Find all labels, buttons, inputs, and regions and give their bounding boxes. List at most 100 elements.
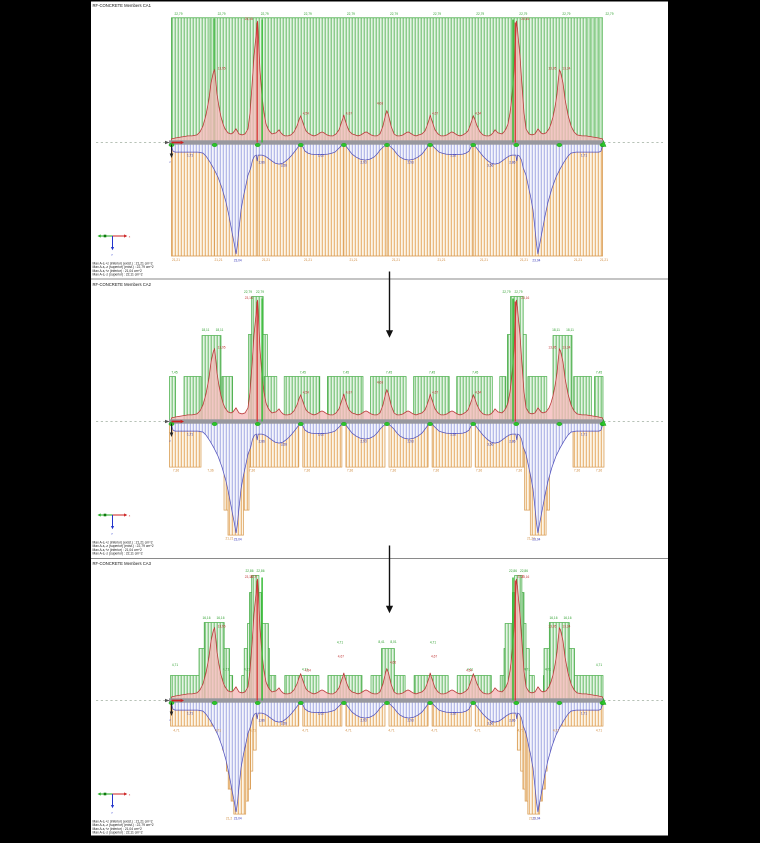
svg-text:4,66: 4,66	[390, 661, 396, 665]
svg-text:Max A-s,-z (superior) (exist.): Max A-s,-z (superior) (exist.) : 22,79 c…	[93, 823, 154, 827]
svg-text:4,71: 4,71	[302, 668, 308, 672]
svg-text:4,71: 4,71	[388, 729, 394, 733]
svg-text:4,71: 4,71	[250, 729, 256, 733]
svg-text:23,16: 23,16	[521, 575, 529, 579]
svg-text:13,95: 13,95	[218, 625, 226, 629]
svg-text:22,79: 22,79	[175, 12, 183, 16]
svg-text:22,79: 22,79	[515, 290, 523, 294]
svg-text:4,54: 4,54	[475, 112, 481, 116]
svg-text:8,41: 8,41	[378, 640, 384, 644]
svg-text:4,71: 4,71	[524, 668, 530, 672]
svg-text:3,56: 3,56	[487, 722, 493, 726]
svg-text:23,16: 23,16	[521, 296, 529, 300]
svg-text:2,86: 2,86	[509, 719, 515, 723]
svg-text:22,86: 22,86	[509, 569, 517, 573]
svg-text:7,45: 7,45	[429, 371, 435, 375]
svg-text:4,67: 4,67	[346, 112, 352, 116]
svg-text:4,71: 4,71	[545, 668, 551, 672]
svg-text:4,71: 4,71	[431, 729, 437, 733]
svg-text:8,01: 8,01	[390, 640, 396, 644]
svg-text:4,66: 4,66	[377, 381, 383, 385]
svg-text:7,45: 7,45	[386, 371, 392, 375]
svg-text:23,16: 23,16	[245, 296, 253, 300]
svg-text:4,54: 4,54	[466, 669, 472, 673]
svg-text:23,04: 23,04	[532, 538, 540, 542]
svg-text:4,71: 4,71	[337, 641, 343, 645]
svg-text:7,36: 7,36	[347, 469, 353, 473]
svg-text:21,21: 21,21	[520, 258, 528, 262]
svg-text:16,16: 16,16	[203, 616, 211, 620]
svg-text:22,79: 22,79	[562, 12, 570, 16]
svg-text:Max A-s,+z (inferior) (exist.): Max A-s,+z (inferior) (exist.) : 21,21 c…	[93, 540, 153, 544]
svg-text:2,93: 2,93	[360, 440, 366, 444]
svg-text:13,95: 13,95	[218, 67, 226, 71]
svg-text:4,67: 4,67	[432, 112, 438, 116]
svg-text:22,86: 22,86	[246, 569, 254, 573]
svg-text:13,95: 13,95	[548, 625, 556, 629]
svg-text:x: x	[129, 514, 131, 518]
svg-text:RF-CONCRETE Members CA1: RF-CONCRETE Members CA1	[93, 3, 152, 8]
svg-text:21,21: 21,21	[226, 537, 234, 541]
svg-text:4,71: 4,71	[172, 663, 178, 667]
svg-text:4,54: 4,54	[303, 391, 309, 395]
svg-text:1,62: 1,62	[318, 712, 324, 716]
svg-text:22,86: 22,86	[257, 569, 265, 573]
svg-text:22,79: 22,79	[476, 12, 484, 16]
svg-text:4,67: 4,67	[431, 655, 437, 659]
svg-text:4,67: 4,67	[432, 391, 438, 395]
svg-text:22,86: 22,86	[520, 569, 528, 573]
svg-text:16,16: 16,16	[217, 616, 225, 620]
svg-text:21,21: 21,21	[392, 258, 400, 262]
svg-text:13,95: 13,95	[218, 346, 226, 350]
svg-text:7,36: 7,36	[304, 469, 310, 473]
svg-text:22,79: 22,79	[390, 12, 398, 16]
svg-text:23,16: 23,16	[245, 17, 253, 21]
svg-text:21,21: 21,21	[438, 258, 446, 262]
svg-text:7,45: 7,45	[596, 371, 602, 375]
svg-text:1,62: 1,62	[450, 712, 456, 716]
svg-text:4,71: 4,71	[517, 729, 523, 733]
svg-text:22,8: 22,8	[250, 575, 256, 579]
svg-text:7,36: 7,36	[476, 469, 482, 473]
svg-text:1,71: 1,71	[187, 433, 193, 437]
svg-text:22,79: 22,79	[218, 12, 226, 16]
svg-text:2,86: 2,86	[509, 161, 515, 165]
svg-text:4,71: 4,71	[173, 729, 179, 733]
svg-text:4,54: 4,54	[305, 669, 311, 673]
svg-text:21,21: 21,21	[480, 258, 488, 262]
svg-text:22,79: 22,79	[256, 290, 264, 294]
svg-text:7,45: 7,45	[171, 371, 177, 375]
svg-text:22,79: 22,79	[347, 12, 355, 16]
svg-text:2,86: 2,86	[259, 719, 265, 723]
svg-text:18,11: 18,11	[566, 328, 574, 332]
svg-text:22,79: 22,79	[503, 290, 511, 294]
svg-text:z: z	[111, 811, 113, 815]
svg-text:21,21: 21,21	[304, 258, 312, 262]
svg-text:3,56: 3,56	[281, 164, 287, 168]
svg-text:13,95: 13,95	[548, 67, 556, 71]
svg-text:16,16: 16,16	[564, 616, 572, 620]
svg-text:RF-CONCRETE Members CA3: RF-CONCRETE Members CA3	[93, 561, 152, 566]
svg-text:21,2: 21,2	[529, 817, 535, 821]
svg-text:21,21: 21,21	[574, 258, 582, 262]
svg-text:4,54: 4,54	[303, 112, 309, 116]
svg-text:4,67: 4,67	[346, 391, 352, 395]
svg-text:22,8: 22,8	[517, 575, 523, 579]
svg-text:23,04: 23,04	[532, 259, 540, 263]
svg-text:7,45: 7,45	[300, 371, 306, 375]
svg-text:23,04: 23,04	[234, 817, 242, 821]
svg-text:2,86: 2,86	[509, 440, 515, 444]
svg-text:Max A-s,-z (superior) : 22,11: Max A-s,-z (superior) : 22,11 cm^2	[93, 552, 143, 556]
svg-text:3,56: 3,56	[487, 443, 493, 447]
svg-text:22,79: 22,79	[519, 12, 527, 16]
svg-text:22,79: 22,79	[244, 290, 252, 294]
svg-text:x: x	[129, 793, 131, 797]
svg-text:1,71: 1,71	[187, 154, 193, 158]
svg-text:23,16: 23,16	[245, 575, 253, 579]
svg-text:2,93: 2,93	[407, 440, 413, 444]
svg-text:22,79: 22,79	[261, 12, 269, 16]
svg-text:4,71: 4,71	[596, 729, 602, 733]
svg-text:21,21: 21,21	[527, 537, 535, 541]
svg-text:22,79: 22,79	[606, 12, 614, 16]
svg-text:Max A-s,-z (superior) : 22,11: Max A-s,-z (superior) : 22,11 cm^2	[93, 831, 143, 835]
